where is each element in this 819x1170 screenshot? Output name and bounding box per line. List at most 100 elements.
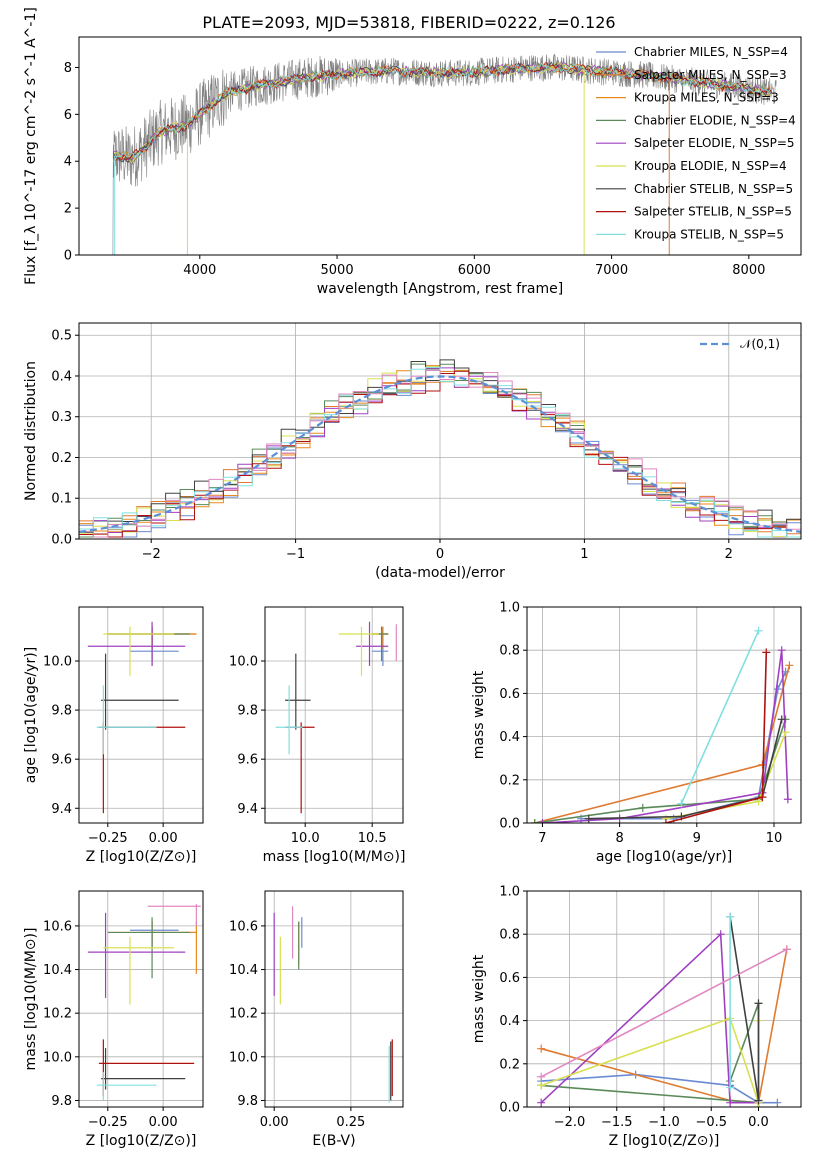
- x-tick-label: −1.0: [648, 1115, 680, 1130]
- x-tick-label: 7000: [595, 263, 628, 278]
- y-tick-label: 10.0: [43, 1050, 72, 1065]
- x-tick-label: 10: [766, 831, 783, 846]
- y-tick-label: 10.6: [229, 919, 258, 934]
- mass-weight-point: [677, 799, 686, 808]
- axes-frame: [78, 36, 802, 256]
- legend-label: Chabrier STELIB, N_SSP=5: [634, 182, 793, 196]
- mass-weight-point: [754, 1096, 763, 1105]
- x-tick-label: 0: [436, 547, 444, 562]
- x-tick-label: 10.0: [291, 831, 320, 846]
- y-tick-label: 0.2: [499, 1057, 520, 1072]
- mass-weight-point: [584, 814, 593, 823]
- mass-weight-point: [781, 728, 790, 737]
- mass-weight-point: [537, 1044, 546, 1053]
- mass-weight-point: [726, 1098, 735, 1107]
- axes-frame: [264, 890, 404, 1108]
- mass-weight-point: [754, 999, 763, 1008]
- plot-area: [265, 607, 403, 823]
- plot-area: [79, 607, 203, 823]
- mass-weight-point: [638, 803, 647, 812]
- model-spectrum: [113, 61, 773, 164]
- y-tick-label: 4: [64, 155, 72, 170]
- x-tick-label: 8: [615, 831, 623, 846]
- x-tick-label: 9: [693, 831, 701, 846]
- legend: Chabrier MILES, N_SSP=4 Salpeter MILES, N…: [596, 45, 796, 241]
- y-tick-label: 0.4: [51, 369, 72, 384]
- legend-label: Kroupa STELIB, N_SSP=5: [634, 227, 784, 241]
- plot-area: [111, 53, 777, 255]
- y-tick-label: 1.0: [499, 601, 520, 616]
- mass-weight-point: [726, 912, 735, 921]
- mass-weight-line: [665, 652, 768, 823]
- axes-frame: [264, 606, 404, 824]
- x-tick-label: −0.5: [695, 1115, 727, 1130]
- y-tick-label: 0.0: [499, 817, 520, 832]
- x-tick-label: 10.5: [358, 831, 387, 846]
- y-tick-label: 0.3: [51, 410, 72, 425]
- x-axis-label: age [log10(age/yr)]: [596, 849, 732, 865]
- y-axis-label: mass [log10(M/M⊙)]: [23, 928, 39, 1071]
- x-tick-label: 0.00: [260, 1115, 289, 1130]
- legend-label: Kroupa MILES, N_SSP=3: [634, 91, 779, 105]
- mass-weight-point: [538, 819, 547, 823]
- mass-weight-point: [777, 646, 786, 655]
- y-tick-label: 0.2: [51, 451, 72, 466]
- residual-histogram: [79, 370, 801, 539]
- x-axis-label: (data-model)/error: [375, 565, 505, 581]
- y-tick-label: 9.6: [237, 753, 258, 768]
- legend-label: Salpeter MILES, N_SSP=3: [634, 68, 787, 82]
- axes-frame: [526, 890, 802, 1108]
- mass-weight-point: [661, 819, 670, 823]
- y-axis-label: mass weight: [471, 954, 487, 1043]
- legend: 𝒩(0,1): [700, 337, 780, 351]
- x-tick-label: −2.0: [554, 1115, 586, 1130]
- model-spectrum: [113, 62, 773, 163]
- y-tick-label: 0.4: [499, 1014, 520, 1029]
- legend-label: Salpeter ELODIE, N_SSP=5: [634, 136, 795, 150]
- y-tick-label: 10.0: [43, 655, 72, 670]
- y-tick-label: 9.6: [51, 753, 72, 768]
- y-tick-label: 0.4: [499, 730, 520, 745]
- y-axis-label: age [log10(age/yr)]: [23, 647, 39, 783]
- y-tick-label: 0: [64, 249, 72, 264]
- y-tick-label: 0.1: [51, 492, 72, 507]
- plot-area: [79, 323, 801, 539]
- y-tick-label: 0.8: [499, 928, 520, 943]
- x-tick-label: 6000: [458, 263, 491, 278]
- mass-weight-point: [773, 685, 782, 694]
- axes-frame: [78, 322, 802, 540]
- residual-histogram: [79, 366, 801, 539]
- y-tick-label: 9.8: [237, 1094, 258, 1109]
- y-axis-label: Normed distribution: [23, 361, 39, 501]
- model-spectrum: [112, 61, 773, 162]
- y-tick-label: 0.0: [499, 1101, 520, 1116]
- x-axis-label: wavelength [Angstrom, rest frame]: [317, 281, 563, 297]
- legend-label: Chabrier ELODIE, N_SSP=4: [634, 113, 796, 127]
- x-tick-label: −0.25: [88, 831, 128, 846]
- y-tick-label: 10.2: [43, 1007, 72, 1022]
- x-axis-label: Z [log10(Z/Z⊙)]: [86, 1133, 197, 1149]
- x-tick-label: 0.25: [336, 1115, 365, 1130]
- mass-weight-line: [540, 932, 759, 1104]
- y-axis-label: mass weight: [471, 670, 487, 759]
- mass-weight-point: [530, 819, 539, 823]
- chart-massweight_vs_Z: −2.0 −1.5 −1.0 −0.5 0.0 0.0 0.2 0.4 0.6 0.8 1.0 Z […: [471, 885, 802, 1149]
- x-tick-label: 4000: [183, 263, 216, 278]
- x-tick-label: 2: [725, 547, 733, 562]
- y-tick-label: 9.4: [51, 802, 72, 817]
- mass-weight-point: [758, 793, 767, 802]
- plot-area: [527, 891, 801, 1107]
- y-tick-label: 9.8: [51, 1094, 72, 1109]
- mass-weight-point: [785, 661, 794, 670]
- chart-mass_vs_Z: −0.25 0.00 9.8 10.0 10.2 10.4 10.6 Z [log10(Z/Z…: [23, 890, 204, 1149]
- x-tick-label: 8000: [732, 263, 765, 278]
- x-tick-label: −1: [286, 547, 305, 562]
- plot-area: [265, 891, 403, 1107]
- x-axis-label: mass [log10(M/M⊙)]: [263, 849, 406, 865]
- chart-mass_vs_ebv: 0.00 0.25 9.8 10.0 10.2 10.4 10.6 E(B-V): [229, 890, 404, 1149]
- y-tick-label: 0.8: [499, 644, 520, 659]
- plot-area: [79, 891, 203, 1107]
- chart-residuals: −2 −1 0 1 2 0.0 0.1 0.2 0.3 0.4 0.5 (data-model)/er…: [23, 322, 802, 581]
- plot-area: [527, 607, 801, 823]
